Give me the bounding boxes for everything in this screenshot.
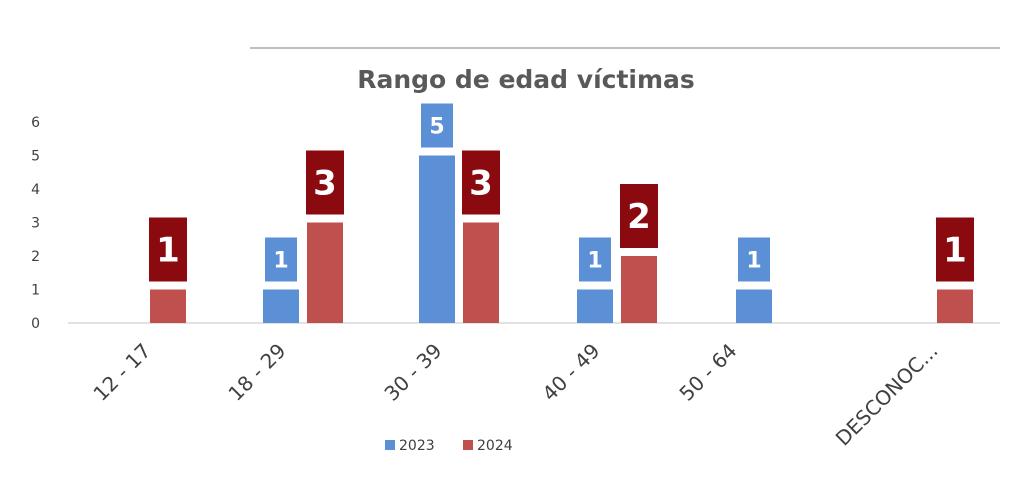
bar-2023 xyxy=(577,289,613,323)
bar-2024 xyxy=(150,289,186,323)
data-label-box xyxy=(421,103,453,148)
legend-label: 2024 xyxy=(477,438,513,454)
data-label-2024: 3 xyxy=(313,164,337,204)
data-label-2023: 5 xyxy=(429,115,444,140)
x-tick-label: 50 - 64 xyxy=(674,339,741,406)
y-tick-label: 2 xyxy=(31,249,40,265)
data-label-2024: 2 xyxy=(627,197,651,237)
data-label-2023: 1 xyxy=(746,249,761,274)
x-tick-label: DESCONOC... xyxy=(831,339,943,451)
data-label-box xyxy=(306,150,344,215)
legend-label: 2023 xyxy=(399,438,435,454)
data-label-2024: 3 xyxy=(469,164,493,204)
bar-2024 xyxy=(937,289,973,323)
bar-2023 xyxy=(263,289,299,323)
bar-2024 xyxy=(307,222,343,323)
y-tick-label: 4 xyxy=(31,182,40,198)
data-label-box xyxy=(149,217,187,282)
bar-2023 xyxy=(419,155,455,323)
y-tick-label: 1 xyxy=(31,283,40,299)
x-tick-label: 40 - 49 xyxy=(537,339,604,406)
data-label-box xyxy=(620,184,658,248)
legend-swatch-2023 xyxy=(385,440,395,450)
data-label-box xyxy=(579,237,611,282)
y-tick-label: 0 xyxy=(31,316,40,332)
data-label-box xyxy=(462,150,500,215)
y-tick-label: 6 xyxy=(31,115,40,131)
data-labels-group: 151 113 321 xyxy=(149,103,974,282)
x-tick-label: 30 - 39 xyxy=(379,339,446,406)
data-label-2023: 1 xyxy=(273,249,288,274)
data-label-box xyxy=(738,237,770,282)
legend: 2023 2024 xyxy=(385,438,513,454)
legend-swatch-2024 xyxy=(463,440,473,450)
data-label-box xyxy=(265,237,297,282)
data-label-2023: 1 xyxy=(587,249,602,274)
x-tick-label: 12 - 17 xyxy=(88,339,155,406)
y-tick-label: 5 xyxy=(31,149,40,165)
x-axis: 12 - 17 18 - 29 30 - 39 40 - 49 50 - 64 DESCO… xyxy=(88,339,942,451)
bar-2024 xyxy=(463,222,499,323)
chart-title: Rango de edad víctimas xyxy=(357,65,695,94)
data-label-2024: 1 xyxy=(943,231,967,271)
data-label-box xyxy=(936,217,974,282)
y-tick-label: 3 xyxy=(31,216,40,232)
y-axis: 0 1 2 3 4 5 6 xyxy=(31,115,40,332)
bars-group xyxy=(150,155,973,323)
bar-2024 xyxy=(621,256,657,323)
data-label-2024: 1 xyxy=(156,231,180,271)
bar-2023 xyxy=(736,289,772,323)
x-tick-label: 18 - 29 xyxy=(223,339,290,406)
